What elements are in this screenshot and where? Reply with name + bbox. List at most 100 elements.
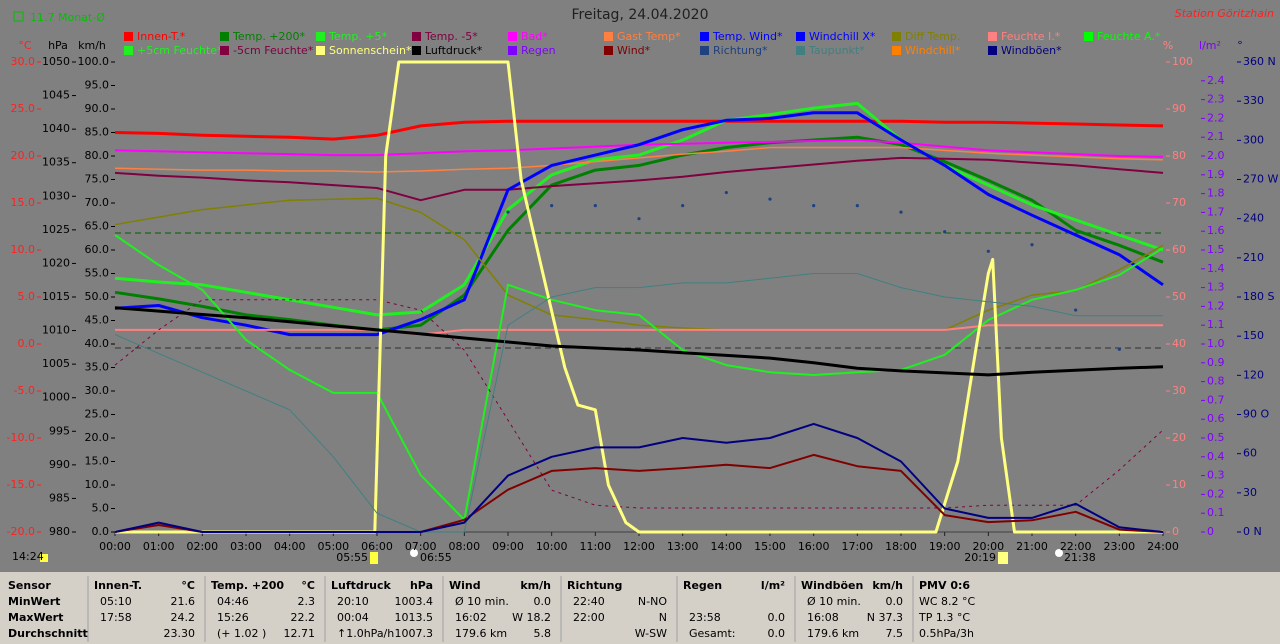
legend-label: Gast Temp* — [617, 30, 681, 43]
y-tick-label: 0.4 — [1207, 450, 1225, 463]
legend-swatch — [508, 46, 517, 55]
y-tick-label: 1.2 — [1207, 299, 1225, 312]
y-tick-label: 1015 — [42, 290, 70, 303]
x-tick-label: 13:00 — [667, 540, 699, 553]
x-tick-label: 10:00 — [536, 540, 568, 553]
y-tick-label: 5.0 — [92, 502, 110, 515]
x-tick-label: 04:00 — [274, 540, 306, 553]
cell-left: 15:26 — [217, 611, 249, 624]
legend-swatch — [604, 46, 613, 55]
direction-dot — [593, 204, 597, 208]
y-tick-label: 40.0 — [85, 337, 110, 350]
y-tick-label: 85.0 — [85, 126, 110, 139]
cell-left: 22:40 — [573, 595, 605, 608]
direction-dot — [768, 197, 772, 201]
cell-right: 1013.5 — [395, 611, 434, 624]
y-tick-label: 270 W — [1243, 173, 1278, 186]
time-annotation: 06:55 — [420, 551, 452, 564]
stats-table: Sensor MinWert MaxWert Durchschnitt Innen-T.… — [8, 576, 976, 642]
direction-dot — [812, 204, 816, 208]
legend-swatch — [124, 32, 133, 41]
y-tick-label: 80.0 — [85, 149, 110, 162]
y-tick-label: -5.0 — [14, 384, 35, 397]
y-tick-label: 70.0 — [85, 196, 110, 209]
section-title: Luftdruck — [331, 579, 392, 592]
legend-swatch — [316, 46, 325, 55]
x-tick-label: 05:00 — [317, 540, 349, 553]
x-tick-label: 12:00 — [623, 540, 655, 553]
y-tick-label: 90 — [1172, 102, 1186, 115]
x-tick-label: 08:00 — [448, 540, 480, 553]
cell-right: 5.8 — [534, 627, 552, 640]
y-tick-label: 2.4 — [1207, 74, 1225, 87]
y-tick-label: 1.1 — [1207, 318, 1225, 331]
direction-dot — [899, 210, 903, 214]
cell-left: 17:58 — [100, 611, 132, 624]
y-tick-label: 2.0 — [1207, 149, 1225, 162]
y-tick-label: 1020 — [42, 256, 70, 269]
cell-left: 16:08 — [807, 611, 839, 624]
series-line — [114, 234, 1164, 521]
series-line — [114, 156, 1164, 202]
legend-swatch — [988, 32, 997, 41]
x-tick-label: 24:00 — [1147, 540, 1179, 553]
y-tick-label: 2.1 — [1207, 130, 1225, 143]
time-annotation: 05:55 — [336, 551, 368, 564]
y-tick-label: 70 — [1172, 196, 1186, 209]
month-average: 11.7 Monat-Ø — [30, 11, 105, 24]
direction-dot — [506, 210, 510, 214]
row-label: Durchschnitt — [8, 627, 88, 640]
legend-swatch — [124, 46, 133, 55]
axis-unit: ° — [1237, 39, 1243, 52]
cell-right: 22.2 — [291, 611, 316, 624]
y-tick-label: 1045 — [42, 89, 70, 102]
legend-swatch — [892, 32, 901, 41]
time-annotation: 20:19 — [964, 551, 996, 564]
y-tick-label: 10.0 — [85, 478, 110, 491]
y-tick-label: 1.8 — [1207, 187, 1225, 200]
y-tick-label: 1035 — [42, 156, 70, 169]
sun-icon — [40, 554, 48, 562]
y-tick-label: 100.0 — [78, 55, 110, 68]
cell-left: 179.6 km — [455, 627, 507, 640]
x-tick-label: 01:00 — [143, 540, 175, 553]
cell-left: 04:46 — [217, 595, 249, 608]
section-title: Windböen — [801, 579, 863, 592]
axis-unit: l/m² — [1199, 39, 1221, 52]
y-tick-label: 60.0 — [85, 243, 110, 256]
y-tick-label: 40 — [1172, 337, 1186, 350]
cell-left: 00:04 — [337, 611, 369, 624]
y-tick-label: 65.0 — [85, 220, 110, 233]
y-tick-label: 0.9 — [1207, 356, 1225, 369]
y-tick-label: 1.0 — [1207, 337, 1225, 350]
legend-label: Temp. -5* — [424, 30, 478, 43]
cell-left: ↑1.0hPa/h — [337, 627, 394, 640]
y-tick-label: 60 — [1243, 447, 1257, 460]
legend-label: Innen-T.* — [137, 30, 186, 43]
sunrise-icon — [370, 552, 378, 564]
direction-dot — [681, 204, 685, 208]
y-tick-label: 240 — [1243, 212, 1264, 225]
y-tick-label: 80 — [1172, 149, 1186, 162]
y-tick-label: 1.6 — [1207, 224, 1225, 237]
y-tick-label: 0.0 — [18, 337, 36, 350]
legend-label: Windchill X* — [809, 30, 876, 43]
x-tick-label: 00:00 — [99, 540, 131, 553]
legend-label: Windchill* — [905, 44, 961, 57]
legend-swatch — [988, 46, 997, 55]
cell-left: WC 8.2 °C — [919, 595, 976, 608]
direction-dot — [637, 217, 641, 221]
moonrise-icon — [410, 549, 418, 557]
legend-label: Wind* — [617, 44, 651, 57]
cell-right: W-SW — [635, 627, 667, 640]
y-tick-label: 45.0 — [85, 314, 110, 327]
y-tick-label: 1.5 — [1207, 243, 1225, 256]
axis-unit: °C — [18, 39, 32, 52]
cell-right: 12.71 — [284, 627, 316, 640]
y-tick-label: 330 — [1243, 94, 1264, 107]
cell-right: 0.0 — [768, 611, 786, 624]
month-icon — [13, 11, 24, 22]
cell-left: 22:00 — [573, 611, 605, 624]
